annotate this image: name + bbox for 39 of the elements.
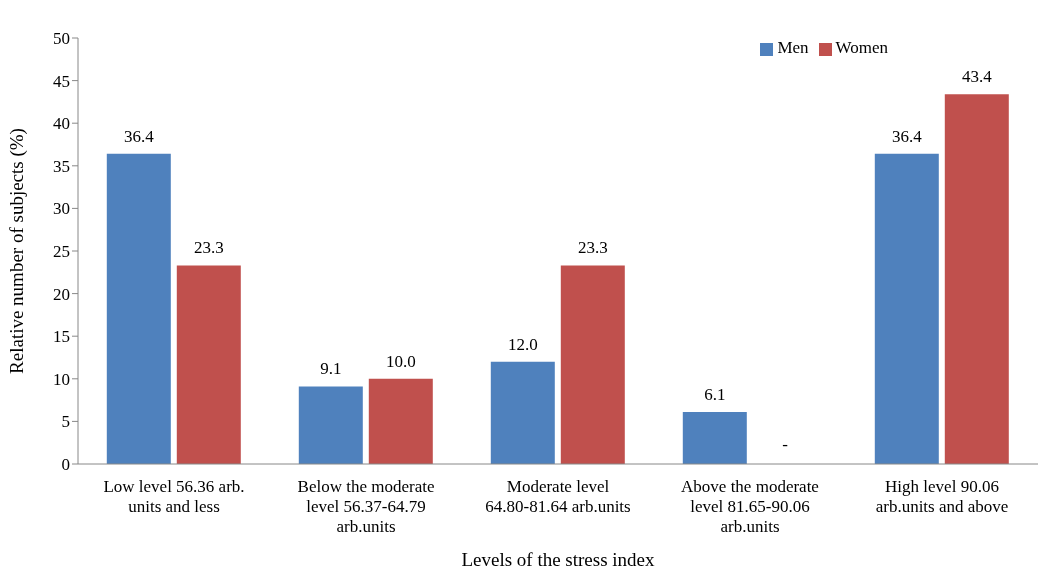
bar: [106, 153, 171, 464]
y-tick-label: 15: [53, 327, 70, 347]
bar: [176, 265, 241, 464]
y-axis-title: Relative number of subjects (%): [5, 128, 28, 374]
y-tick-label: 45: [53, 71, 70, 91]
x-tick-label: Below the moderate level 56.37-64.79 arb.units: [297, 477, 435, 536]
bar: [874, 153, 939, 464]
data-label: 6.1: [704, 385, 726, 405]
x-tick-label: High level 90.06 arb.units and above: [875, 477, 1009, 516]
x-tick-label: Moderate level 64.80-81.64 arb.units: [485, 477, 631, 516]
y-tick-label: 40: [53, 114, 70, 134]
data-label: 43.4: [961, 67, 993, 87]
data-label: 23.3: [193, 238, 224, 258]
x-axis-title: Levels of the stress index: [461, 549, 656, 570]
x-tick-label: Above the moderate level 81.65-90.06 arb.units: [681, 477, 819, 536]
bar: [368, 378, 433, 464]
bar: [944, 94, 1009, 464]
data-label: 36.4: [123, 126, 155, 146]
bar: [298, 386, 363, 464]
y-tick-label: 25: [53, 242, 70, 262]
data-label: 12.0: [507, 334, 538, 354]
data-label: 10.0: [385, 351, 416, 371]
data-label: 9.1: [320, 359, 342, 379]
y-tick-label: 30: [53, 199, 70, 219]
data-label: 23.3: [577, 238, 608, 258]
data-label: 36.4: [891, 126, 923, 146]
y-tick-label: 5: [61, 412, 70, 432]
bar: [490, 361, 555, 464]
legend-label: Women: [835, 38, 888, 57]
bar: [560, 265, 625, 464]
legend-label: Men: [777, 38, 809, 57]
bar: [682, 412, 747, 464]
y-tick-label: 10: [53, 369, 70, 389]
y-tick-label: 20: [53, 284, 70, 304]
y-tick-label: 35: [53, 156, 70, 176]
y-tick-label: 0: [61, 455, 70, 475]
text: -: [782, 435, 788, 454]
y-tick-label: 50: [53, 29, 70, 49]
x-tick-label: Low level 56.36 arb. units and less: [103, 477, 245, 516]
